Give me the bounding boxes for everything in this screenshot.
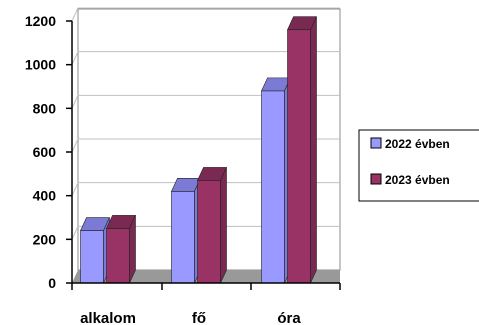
bar-series1-front	[261, 90, 285, 284]
legend-label: 2023 évben	[385, 173, 450, 187]
y-axis: 0 200 400 600 800 1000 1200	[25, 13, 72, 291]
bar-series1	[261, 77, 291, 284]
y-tick-label: 600	[33, 144, 57, 160]
bar-series1-front	[171, 191, 195, 284]
legend: 2022 évben 2023 évben	[358, 129, 479, 202]
legend-swatch	[370, 173, 382, 185]
y-tick-label: 400	[33, 188, 57, 204]
y-tick-label: 0	[48, 275, 56, 291]
bar-series2	[106, 215, 136, 284]
y-tick-label: 800	[33, 100, 57, 116]
bar-series1-front	[80, 230, 104, 284]
bar-series2-side	[220, 167, 227, 284]
x-tick-label: óra	[277, 310, 301, 325]
bar-series1	[80, 217, 110, 284]
gridline-side	[71, 7, 79, 22]
bar-series2	[287, 16, 317, 284]
gridline-side	[71, 138, 79, 153]
x-axis: alkalom fő óra	[71, 283, 341, 325]
bar-series1	[171, 178, 201, 284]
bar-series2-front	[106, 228, 130, 284]
y-tick-label: 1000	[25, 57, 56, 73]
bar-series2-front	[197, 180, 221, 284]
x-tick-label: fő	[192, 310, 206, 325]
bar-series2-side	[129, 215, 136, 284]
x-tick-label: alkalom	[80, 310, 136, 325]
bar-series2-front	[287, 29, 311, 284]
gridline-side	[71, 226, 79, 240]
bar-group	[80, 16, 317, 284]
y-tick-label: 200	[33, 231, 57, 247]
legend-label: 2022 évben	[385, 137, 450, 151]
gridline-side	[71, 51, 79, 65]
bar-series2-side	[310, 16, 317, 284]
legend-swatch	[370, 137, 382, 149]
bar-series2	[197, 167, 227, 284]
y-tick-label: 1200	[25, 13, 56, 29]
gridline-side	[71, 95, 79, 109]
gridline-side	[71, 182, 79, 196]
